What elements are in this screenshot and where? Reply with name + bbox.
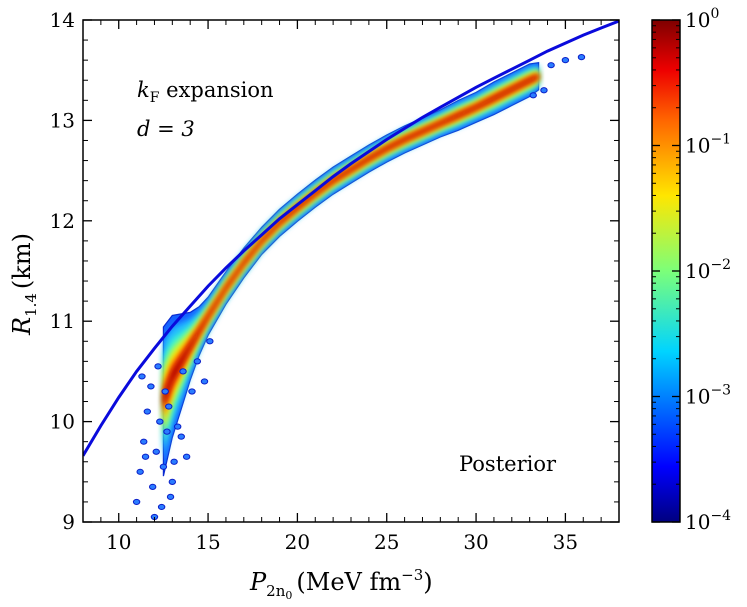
x-axis-label-sub: 2n [266,582,286,600]
outlier-point [206,338,214,345]
colorbar-tick-base: 10 [685,259,710,283]
y-tick-label: 11 [50,309,75,333]
density-level-5 [163,71,539,429]
outlier-point [152,448,160,455]
density-level-6 [163,73,539,420]
density-level-4 [163,69,539,438]
outlier-point [166,493,175,500]
colorbar-tick-base: 10 [685,134,710,158]
outlier-point [173,423,182,430]
outlier-point [540,87,548,94]
outlier-point [163,428,171,435]
outlier-point [177,433,185,440]
y-axis-label-units: (km) [8,233,36,289]
y-axis-label-sub: 1.4 [22,293,40,317]
outlier-point [140,438,148,445]
outlier-point [143,408,152,415]
outlier-point [577,54,586,61]
density-level-8 [163,75,539,406]
posterior-density [162,62,540,477]
outlier-point [148,483,157,490]
colorbar-tick-exp: 0 [710,6,719,22]
posterior-annotation: Posterior [459,452,557,476]
density-level-3 [163,67,539,449]
colorbar-tick-base: 10 [685,8,710,32]
colorbar-tick-exp: −4 [710,508,731,524]
x-tick-label: 20 [285,530,310,554]
x-axis-label-units: (MeV fm [296,568,401,596]
colorbar-tick-exp: −2 [710,257,731,273]
outlier-point [170,458,178,465]
method-sub: F [150,90,160,106]
y-axis: 9 10 11 12 13 14 [50,8,619,534]
density-level-2 [163,65,539,463]
x-tick-label: 15 [195,530,220,554]
method-k: k [137,78,150,102]
colorbar-tick-label: 10−3 [685,383,731,409]
x-axis-label-subsub: 0 [285,589,292,602]
y-tick-label: 9 [62,510,75,534]
x-axis-label: P2n0 (MeV fm−3) [249,566,433,602]
order-annotation: d = 3 [137,117,195,141]
density-level-1 [162,62,540,477]
y-tick-label: 13 [50,108,75,132]
colorbar-tick-base: 10 [685,385,710,409]
outlier-point [156,418,164,425]
plot-area [83,20,619,521]
outlier-point [529,92,537,99]
method-rest: expansion [159,78,273,102]
x-tick-label: 30 [463,530,488,554]
outlier-point [182,453,191,460]
colorbar-tick-base: 10 [685,510,710,534]
x-tick-label: 25 [374,530,399,554]
outlier-point [138,373,146,380]
fit-curve [83,20,619,457]
outlier-point [188,388,196,395]
outlier-point [147,383,155,390]
colorbar-tick-label: 10−2 [685,257,731,283]
colorbar-tick-exp: −1 [710,132,731,148]
y-axis-label-main: R [8,317,36,336]
colorbar-tick-label: 100 [685,6,719,32]
outlier-point [159,463,168,470]
density-level-7 [163,74,539,412]
x-tick-label: 35 [553,530,578,554]
outlier-point [161,388,169,395]
outlier-point [157,503,166,511]
x-axis: 10 15 20 25 30 35 [82,20,620,554]
outlier-point [165,403,173,410]
outlier-point [193,358,202,365]
outlier-point [141,453,150,460]
outlier-point [132,498,141,506]
y-tick-label: 12 [50,209,75,233]
outlier-point [136,468,144,475]
outlier-points [132,54,586,521]
x-axis-label-main: P [249,568,267,596]
x-axis-label-exp: −3 [401,566,423,584]
outlier-point [561,57,570,64]
y-axis-label: R1.4 (km) [8,233,40,336]
outlier-point [154,363,162,370]
colorbar-tick-label: 10−4 [685,508,731,534]
colorbar-tick-label: 10−1 [685,132,731,158]
x-tick-label: 10 [106,530,131,554]
y-tick-label: 10 [50,410,75,434]
colorbar-tick-exp: −3 [710,383,731,399]
outlier-point [179,368,187,375]
y-tick-label: 14 [50,8,75,32]
outlier-point [547,62,555,69]
outlier-point [168,478,177,485]
x-axis-label-close: ) [423,568,432,596]
outlier-point [200,378,209,385]
method-annotation: kF expansion [137,78,274,106]
